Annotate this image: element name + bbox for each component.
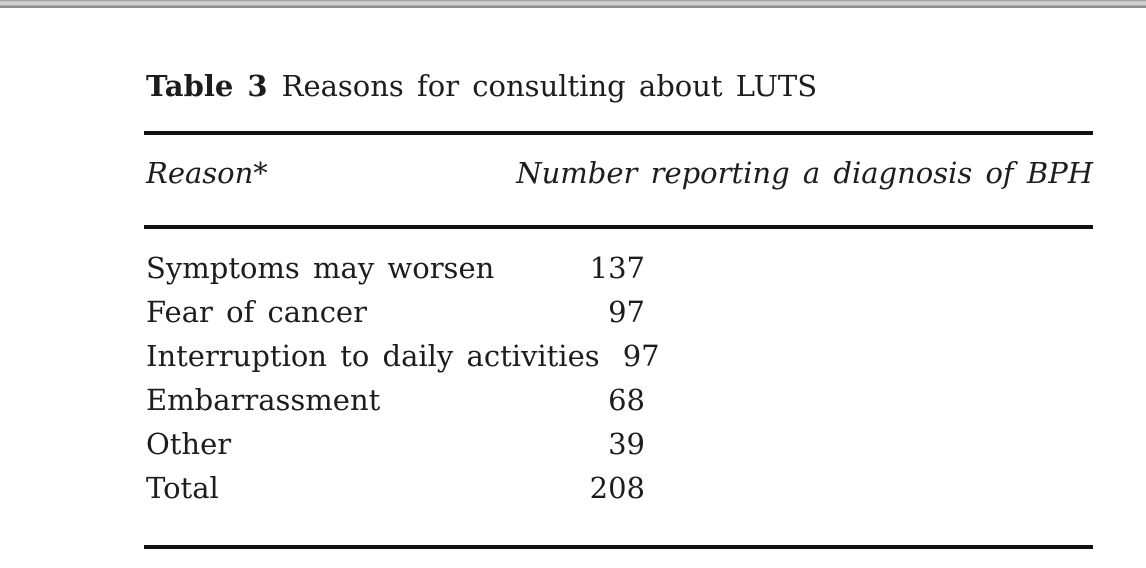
column-header-count: Number reporting a diagnosis of BPH xyxy=(516,156,1093,190)
count-cell: 39 xyxy=(608,427,645,461)
reason-cell: Total xyxy=(146,471,219,505)
table-row: Other 39 xyxy=(146,422,645,466)
table-rule-bottom xyxy=(144,545,1093,549)
count-cell: 97 xyxy=(608,295,645,329)
count-cell: 68 xyxy=(608,383,645,417)
table-row: Fear of cancer 97 xyxy=(146,290,645,334)
table-caption: Table 3 Reasons for consulting about LUTS xyxy=(146,68,817,104)
table-caption-label: Table 3 xyxy=(146,69,268,103)
count-cell: 137 xyxy=(589,251,645,285)
reason-cell: Other xyxy=(146,427,232,461)
table-rule-middle xyxy=(144,225,1093,229)
reason-cell: Symptoms may worsen xyxy=(146,251,495,285)
table-row: Embarrassment 68 xyxy=(146,378,645,422)
count-cell: 97 xyxy=(622,339,660,373)
column-header-reason: Reason* xyxy=(146,156,268,190)
reason-cell: Interruption to daily activities xyxy=(146,339,600,373)
table-caption-title: Reasons for consulting about LUTS xyxy=(281,69,818,103)
table-body: Symptoms may worsen 137 Fear of cancer 9… xyxy=(146,246,660,510)
table-rule-top xyxy=(144,131,1093,135)
reason-cell: Fear of cancer xyxy=(146,295,367,329)
viewer-edge-bar xyxy=(0,0,1146,8)
reason-cell: Embarrassment xyxy=(146,383,381,417)
table-row: Interruption to daily activities 97 xyxy=(146,334,660,378)
count-cell: 208 xyxy=(589,471,645,505)
table-row: Total 208 xyxy=(146,466,645,510)
table-row: Symptoms may worsen 137 xyxy=(146,246,645,290)
